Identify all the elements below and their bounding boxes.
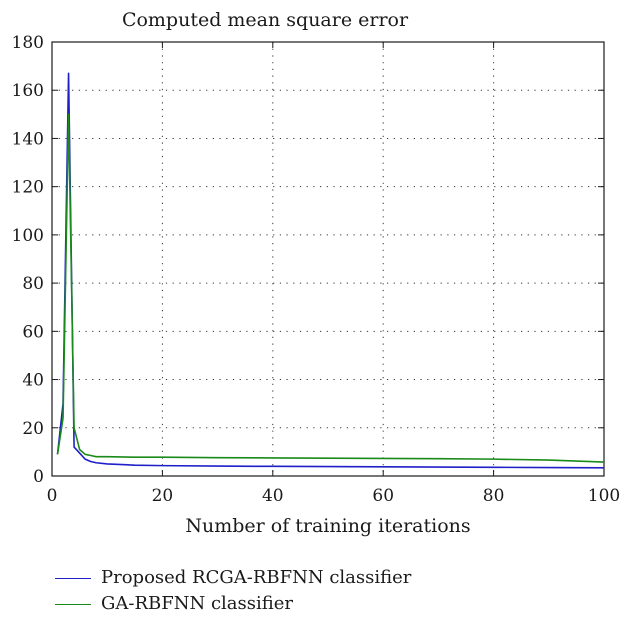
series-line-ga-rbfnn [56, 113, 605, 463]
y-tick-label: 20 [22, 419, 44, 439]
grid-lines [52, 42, 604, 476]
x-tick-label: 100 [588, 486, 620, 506]
legend-item-ga: GA-RBFNN classifier [55, 591, 411, 617]
chart-title: Computed mean square error [122, 9, 409, 31]
legend-label-ga: GA-RBFNN classifier [101, 593, 294, 614]
y-tick-label: 100 [12, 226, 44, 246]
y-tick-label: 180 [12, 33, 44, 53]
x-tick-label: 40 [262, 486, 284, 506]
x-tick-label: 80 [483, 486, 505, 506]
series-lines [56, 72, 605, 469]
x-tick-label: 20 [152, 486, 174, 506]
series-line-rcga-rbfnn [56, 72, 605, 469]
legend-label-rcga: Proposed RCGA-RBFNN classifier [101, 567, 412, 588]
legend-swatch-ga [55, 603, 91, 605]
x-tick-label: 60 [372, 486, 394, 506]
legend-swatch-rcga [55, 577, 91, 579]
y-tick-label: 80 [22, 274, 44, 294]
chart: Computed mean square error 0 20 40 60 80 1000… [12, 9, 621, 537]
y-tick-label: 60 [22, 322, 44, 342]
y-tick-label: 0 [33, 467, 44, 487]
axis-ticks: 0 20 40 60 80 100 0 20 40 60 80 100 120 140 160 180 [12, 33, 621, 506]
plot-area [51, 41, 605, 477]
legend: Proposed RCGA-RBFNN classifier GA-RBFNN … [55, 565, 411, 617]
x-tick-label: 0 [47, 486, 58, 506]
y-tick-label: 120 [12, 178, 44, 198]
y-tick-label: 40 [22, 371, 44, 391]
legend-item-rcga: Proposed RCGA-RBFNN classifier [55, 565, 411, 591]
x-axis-label: Number of training iterations [185, 515, 470, 537]
y-tick-label: 140 [12, 129, 44, 149]
y-tick-label: 160 [12, 81, 44, 101]
